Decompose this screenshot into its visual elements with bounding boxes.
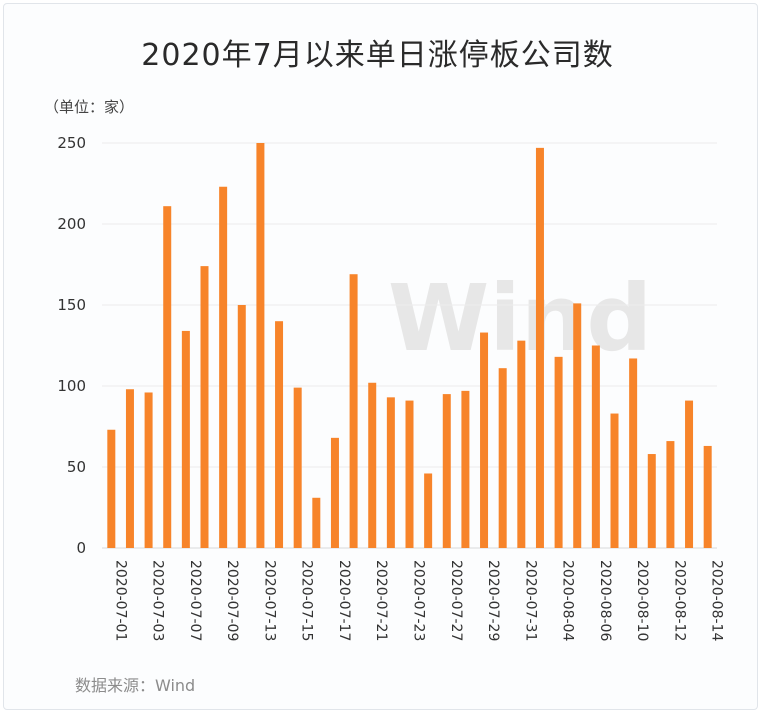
bar <box>461 390 470 548</box>
x-tick-label: 2020-07-03 <box>150 560 166 641</box>
x-tick-label: 2020-08-14 <box>709 560 725 641</box>
y-tick-label: 100 <box>57 377 86 395</box>
x-tick-label: 2020-07-09 <box>224 560 240 641</box>
y-tick-label: 150 <box>57 296 86 314</box>
x-tick-label: 2020-08-06 <box>597 560 613 641</box>
x-tick-label: 2020-07-21 <box>373 560 389 641</box>
x-tick-label: 2020-07-15 <box>299 560 315 641</box>
bar <box>386 397 395 548</box>
bar <box>312 497 321 548</box>
x-tick-label: 2020-07-17 <box>336 560 352 641</box>
y-tick-label: 250 <box>57 134 86 152</box>
bar <box>610 413 619 548</box>
y-tick-label: 200 <box>57 215 86 233</box>
unit-label: （单位：家） <box>44 98 135 116</box>
data-source: 数据来源：Wind <box>75 676 196 695</box>
x-tick-label: 2020-07-31 <box>522 560 538 641</box>
bar <box>349 274 358 548</box>
bar <box>330 437 339 548</box>
bar <box>181 330 190 548</box>
bar <box>256 143 265 548</box>
bar <box>368 382 377 548</box>
bar <box>107 429 116 548</box>
x-tick-label: 2020-08-12 <box>671 560 687 641</box>
chart-title: 2020年7月以来单日涨停板公司数 <box>141 38 614 73</box>
y-tick-label: 0 <box>76 539 86 557</box>
bar <box>498 368 507 548</box>
bar <box>591 345 600 548</box>
x-axis: 2020-07-01 2020-07-03 2020-07-07 2020-07-09… <box>112 560 724 641</box>
bar <box>293 387 302 548</box>
bar <box>517 340 526 548</box>
bar <box>219 186 228 549</box>
bar <box>275 321 284 548</box>
bar <box>405 400 414 548</box>
bar <box>200 266 209 548</box>
x-tick-label: 2020-07-01 <box>112 560 128 641</box>
x-tick-label: 2020-07-07 <box>187 560 203 641</box>
bar <box>163 206 172 548</box>
bar <box>666 441 675 548</box>
x-tick-label: 2020-08-04 <box>560 560 576 641</box>
x-tick-label: 2020-07-23 <box>411 560 427 641</box>
bar <box>573 303 582 548</box>
bar <box>125 389 134 548</box>
bar <box>647 454 656 548</box>
x-tick-label: 2020-07-27 <box>448 560 464 641</box>
bar <box>424 473 433 548</box>
bar <box>629 358 638 548</box>
x-tick-label: 2020-07-13 <box>261 560 277 641</box>
bar <box>703 445 712 548</box>
bar <box>237 305 246 548</box>
bars <box>107 143 712 549</box>
bar <box>442 394 451 548</box>
bar <box>535 147 544 549</box>
bar <box>480 332 489 548</box>
bar <box>554 356 563 548</box>
chart-card <box>3 3 758 710</box>
x-tick-label: 2020-07-29 <box>485 560 501 641</box>
y-tick-label: 50 <box>67 458 86 476</box>
bar <box>144 392 153 548</box>
x-tick-label: 2020-08-10 <box>634 560 650 641</box>
y-axis: 0 50 100 150 200 250 <box>57 134 86 557</box>
bar <box>685 400 694 548</box>
